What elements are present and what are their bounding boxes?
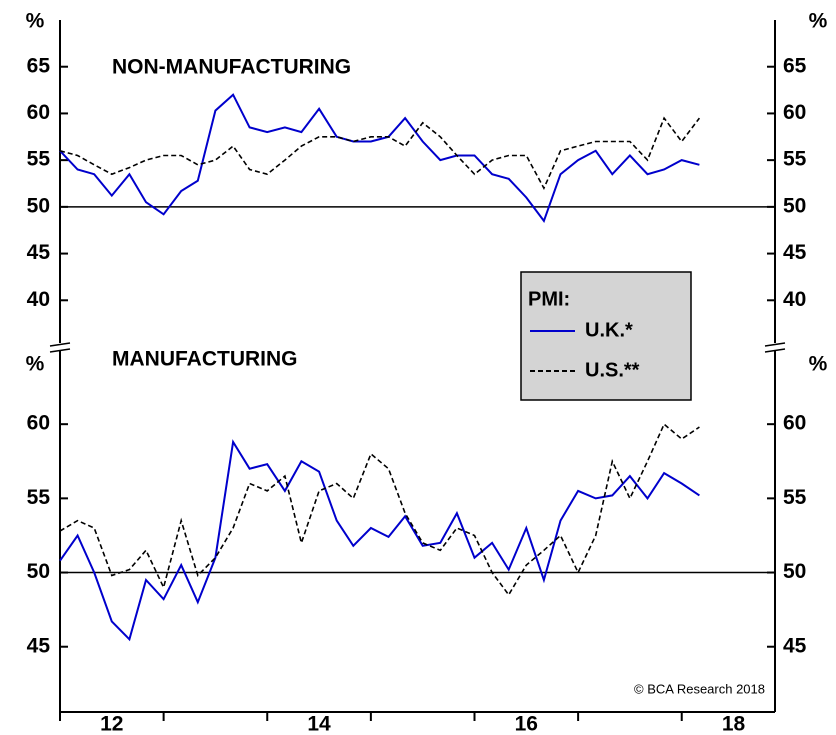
axis-break <box>49 348 71 353</box>
y-tick-label: 55 <box>783 486 807 509</box>
x-tick-label: 16 <box>515 713 538 735</box>
axis-break <box>764 348 786 353</box>
y-tick-label: 40 <box>27 288 50 311</box>
y-tick-label: 45 <box>783 634 807 657</box>
series-line <box>59 93 700 223</box>
y-tick-label: 40 <box>783 288 806 311</box>
y-unit: % <box>26 353 45 376</box>
y-unit: % <box>809 10 828 33</box>
x-tick-label: 12 <box>100 713 123 735</box>
series-line <box>59 439 700 642</box>
y-tick-label: 55 <box>783 148 807 171</box>
y-tick-label: 45 <box>783 241 807 264</box>
chart-title: MANUFACTURING <box>112 348 297 371</box>
chart-title: NON-MANUFACTURING <box>112 56 351 79</box>
axis-break <box>767 343 783 351</box>
x-tick-label: 18 <box>722 713 746 735</box>
legend-title: PMI: <box>528 288 570 310</box>
y-tick-label: 50 <box>27 560 50 583</box>
series-line <box>59 116 701 191</box>
note: © BCA Research 2018 <box>634 681 765 696</box>
legend-label: U.S.** <box>585 359 640 381</box>
y-tick-label: 45 <box>27 634 51 657</box>
y-unit: % <box>809 353 828 376</box>
y-tick-label: 55 <box>27 486 51 509</box>
y-tick-label: 65 <box>783 54 807 77</box>
y-tick-label: 60 <box>783 412 806 435</box>
axis-break <box>49 342 71 347</box>
y-tick-label: 60 <box>27 101 50 124</box>
y-tick-label: 65 <box>27 54 51 77</box>
y-tick-label: 45 <box>27 241 51 264</box>
y-tick-label: 50 <box>783 560 806 583</box>
y-unit: % <box>26 10 45 33</box>
legend-box <box>520 271 692 401</box>
axis-break <box>52 343 68 351</box>
legend-label: U.K.* <box>585 319 633 341</box>
y-tick-label: 50 <box>27 194 50 217</box>
y-tick-label: 60 <box>783 101 806 124</box>
y-tick-label: 60 <box>27 412 50 435</box>
x-tick-label: 14 <box>307 713 331 735</box>
y-tick-label: 50 <box>783 194 806 217</box>
axis-break <box>764 342 786 347</box>
y-tick-label: 55 <box>27 148 51 171</box>
series-line <box>59 422 700 597</box>
